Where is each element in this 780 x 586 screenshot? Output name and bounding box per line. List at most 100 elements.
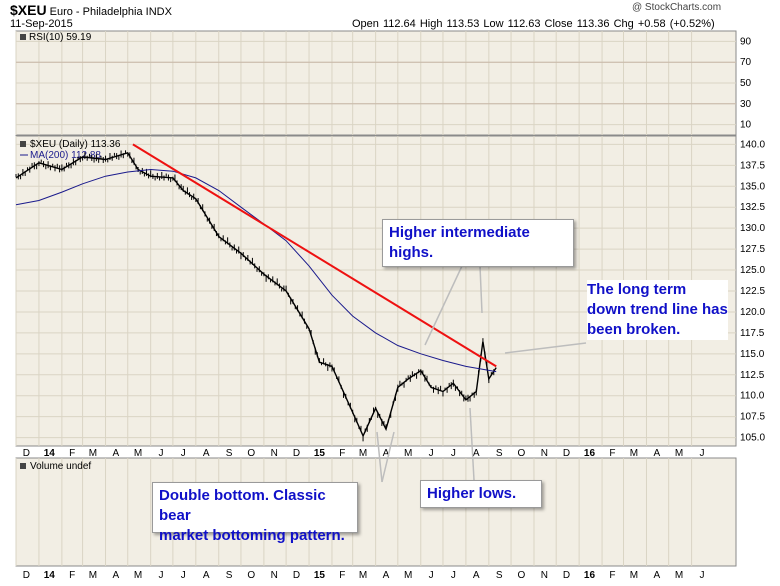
- annotation-pointer: [376, 431, 383, 483]
- volume-month-tick-label: F: [609, 570, 615, 581]
- volume-month-tick-label: A: [113, 570, 120, 581]
- price-tick-label: 120.0: [740, 307, 765, 318]
- index-name: Euro - Philadelphia INDX: [49, 6, 172, 18]
- volume-month-tick-label: S: [496, 570, 503, 581]
- price-month-tick-label: J: [451, 448, 456, 459]
- volume-month-tick-label: F: [69, 570, 75, 581]
- price-month-tick-label: M: [630, 448, 638, 459]
- price-tick-label: 110.0: [740, 391, 765, 402]
- price-month-tick-label: A: [383, 448, 390, 459]
- price-tick-label: 125.0: [740, 265, 765, 276]
- volume-month-tick-label: F: [339, 570, 345, 581]
- callout-higher-lows-text: Higher lows.: [427, 485, 517, 502]
- price-tick-label: 130.0: [740, 223, 765, 234]
- callout-higher-lows: Higher lows.: [420, 480, 542, 508]
- callout-double-bottom: Double bottom. Classic bear market botto…: [152, 482, 358, 544]
- chart-header: $XEU Euro - Philadelphia INDX: [10, 2, 172, 18]
- annotation-pointer: [504, 342, 587, 354]
- rsi-tick-label: 50: [740, 78, 752, 89]
- volume-panel-label: Volume undef: [30, 461, 91, 472]
- volume-month-tick-label: 14: [44, 570, 56, 581]
- price-tick-label: 115.0: [740, 349, 765, 360]
- ma-series-line: [15, 168, 497, 373]
- price-month-tick-label: M: [675, 448, 683, 459]
- volume-month-tick-label: A: [653, 570, 660, 581]
- price-month-tick-label: M: [359, 448, 367, 459]
- price-month-tick-label: N: [541, 448, 548, 459]
- volume-month-tick-label: M: [359, 570, 367, 581]
- volume-month-tick-label: A: [203, 570, 210, 581]
- volume-month-tick-label: N: [271, 570, 278, 581]
- price-month-tick-label: D: [563, 448, 570, 459]
- price-month-tick-label: A: [203, 448, 210, 459]
- annotation-pointer: [424, 265, 463, 346]
- quote-summary: Open 112.64 High 113.53 Low 112.63 Close…: [352, 18, 715, 30]
- volume-month-tick-label: M: [675, 570, 683, 581]
- volume-month-tick-label: M: [404, 570, 412, 581]
- volume-month-tick-label: J: [699, 570, 704, 581]
- price-month-tick-label: J: [699, 448, 704, 459]
- price-month-tick-label: D: [23, 448, 30, 459]
- volume-month-tick-label: N: [541, 570, 548, 581]
- callout-trend-line-line1: The long term: [587, 281, 687, 298]
- volume-month-tick-label: M: [134, 570, 142, 581]
- price-month-tick-label: O: [247, 448, 255, 459]
- annotation-pointer: [479, 265, 483, 314]
- price-tick-label: 132.5: [740, 202, 765, 213]
- price-month-tick-label: N: [271, 448, 278, 459]
- volume-month-tick-label: O: [247, 570, 255, 581]
- volume-month-tick-label: D: [23, 570, 30, 581]
- price-tick-label: 107.5: [740, 412, 765, 423]
- price-month-tick-label: 14: [44, 448, 56, 459]
- price-month-tick-label: S: [226, 448, 233, 459]
- callout-higher-highs: Higher intermediate highs.: [382, 219, 574, 267]
- volume-month-tick-label: 15: [314, 570, 326, 581]
- price-tick-label: 140.0: [740, 139, 765, 150]
- price-tick-label: 105.0: [740, 433, 765, 444]
- rsi-tick-label: 70: [740, 57, 752, 68]
- price-month-tick-label: F: [69, 448, 75, 459]
- price-month-tick-label: M: [89, 448, 97, 459]
- volume-month-tick-label: 16: [584, 570, 596, 581]
- price-tick-label: 117.5: [740, 328, 765, 339]
- price-panel-icon: [20, 141, 26, 147]
- price-month-tick-label: S: [496, 448, 503, 459]
- price-month-tick-label: A: [653, 448, 660, 459]
- ma-panel-label: MA(200) 112.88: [30, 150, 101, 161]
- price-tick-label: 127.5: [740, 244, 765, 255]
- rsi-tick-label: 10: [740, 120, 752, 131]
- volume-month-tick-label: M: [630, 570, 638, 581]
- annotation-pointer: [381, 431, 395, 483]
- price-month-tick-label: O: [518, 448, 526, 459]
- volume-month-tick-label: A: [473, 570, 480, 581]
- price-month-tick-label: M: [134, 448, 142, 459]
- volume-month-tick-label: A: [383, 570, 390, 581]
- callout-higher-highs-line1: Higher intermediate: [389, 224, 530, 241]
- price-tick-label: 137.5: [740, 160, 765, 171]
- rsi-panel-icon: [20, 34, 26, 40]
- callout-higher-highs-line2: highs.: [389, 244, 434, 261]
- price-month-tick-label: J: [429, 448, 434, 459]
- callout-double-bottom-line1: Double bottom. Classic bear: [159, 487, 326, 524]
- price-month-tick-label: F: [609, 448, 615, 459]
- price-tick-label: 122.5: [740, 286, 765, 297]
- callout-trend-line-line2: down trend line has: [587, 301, 728, 318]
- volume-month-tick-label: D: [563, 570, 570, 581]
- volume-month-tick-label: D: [293, 570, 300, 581]
- volume-panel-icon: [20, 463, 26, 469]
- volume-month-tick-label: S: [226, 570, 233, 581]
- price-month-tick-label: 16: [584, 448, 596, 459]
- price-month-tick-label: F: [339, 448, 345, 459]
- volume-month-tick-label: J: [159, 570, 164, 581]
- rsi-tick-label: 90: [740, 36, 752, 47]
- price-panel-label: $XEU (Daily) 113.36: [30, 139, 121, 150]
- stockcharts-watermark: @ StockCharts.com: [632, 2, 722, 13]
- price-month-tick-label: M: [404, 448, 412, 459]
- price-month-tick-label: D: [293, 448, 300, 459]
- volume-month-tick-label: J: [451, 570, 456, 581]
- price-month-tick-label: A: [113, 448, 120, 459]
- price-month-tick-label: J: [181, 448, 186, 459]
- rsi-panel-label: RSI(10) 59.19: [29, 32, 92, 43]
- price-tick-label: 112.5: [740, 370, 765, 381]
- trend-line: [132, 143, 497, 368]
